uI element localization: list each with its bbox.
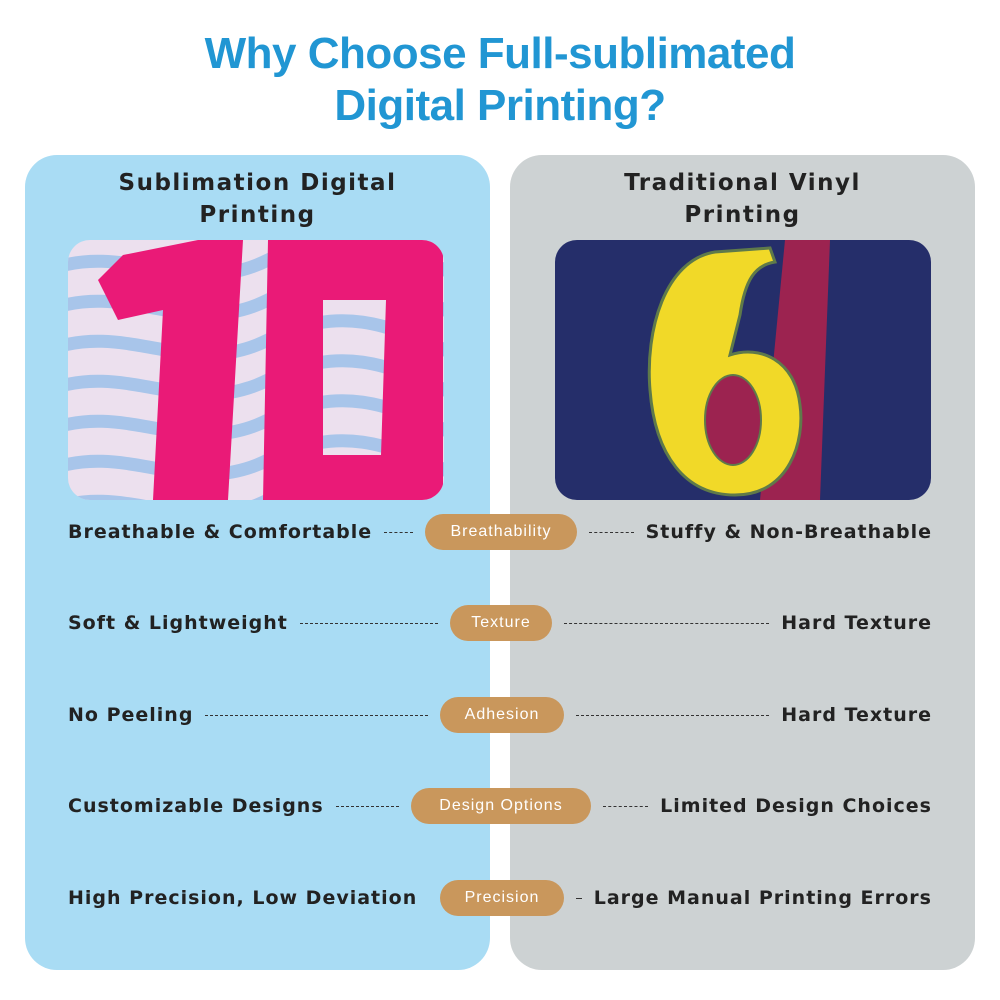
- right-dashed-connector: [576, 898, 582, 899]
- page-title-line-1: Why Choose Full-sublimated: [204, 29, 796, 78]
- left-dashed-connector: [384, 532, 413, 533]
- comparison-row: Customizable Designs Design Options Limite…: [0, 786, 1000, 826]
- criterion-pill: Adhesion: [440, 697, 564, 733]
- comparison-row: Breathable & Comfortable Breathability Stu…: [0, 512, 1000, 552]
- page-title: Why Choose Full-sublimated Digital Print…: [0, 28, 1000, 132]
- criterion-pill: Design Options: [411, 788, 591, 824]
- vinyl-title-line-1: Traditional Vinyl: [624, 170, 861, 196]
- criterion-pill: Breathability: [425, 514, 577, 550]
- left-dashed-connector: [205, 715, 428, 716]
- vinyl-feature: Hard Texture: [781, 704, 932, 726]
- criterion-pill: Precision: [440, 880, 564, 916]
- sublimation-feature: High Precision, Low Deviation: [68, 887, 418, 909]
- sublimation-feature: Breathable & Comfortable: [68, 521, 373, 543]
- sublimation-feature: Soft & Lightweight: [68, 612, 288, 634]
- sublimation-panel: Sublimation Digital Printing: [25, 155, 490, 970]
- comparison-row: High Precision, Low Deviation Precision La…: [0, 878, 1000, 918]
- right-dashed-connector: [564, 623, 769, 624]
- vinyl-feature: Large Manual Printing Errors: [593, 887, 932, 909]
- sublimation-jersey-photo: [68, 240, 444, 500]
- vinyl-feature: Stuffy & Non-Breathable: [645, 521, 932, 543]
- vinyl-feature: Limited Design Choices: [660, 795, 932, 817]
- criterion-pill: Texture: [450, 605, 552, 641]
- vinyl-jersey-photo: [555, 240, 931, 500]
- right-dashed-connector: [603, 806, 648, 807]
- right-dashed-connector: [576, 715, 769, 716]
- vinyl-panel-title: Traditional Vinyl Printing: [510, 167, 975, 231]
- page-title-line-2: Digital Printing?: [334, 81, 666, 130]
- sublimation-title-line-2: Printing: [199, 202, 316, 228]
- sublimation-feature: Customizable Designs: [68, 795, 324, 817]
- left-dashed-connector: [300, 623, 438, 624]
- sublimation-panel-title: Sublimation Digital Printing: [25, 167, 490, 231]
- comparison-row: Soft & Lightweight Texture Hard Texture: [0, 603, 1000, 643]
- vinyl-title-line-2: Printing: [684, 202, 801, 228]
- vinyl-feature: Hard Texture: [781, 612, 932, 634]
- vinyl-panel: Traditional Vinyl Printing: [510, 155, 975, 970]
- sublimation-feature: No Peeling: [68, 704, 194, 726]
- sublimation-title-line-1: Sublimation Digital: [118, 170, 397, 196]
- comparison-row: No Peeling Adhesion Hard Texture: [0, 695, 1000, 735]
- right-dashed-connector: [589, 532, 634, 533]
- left-dashed-connector: [336, 806, 399, 807]
